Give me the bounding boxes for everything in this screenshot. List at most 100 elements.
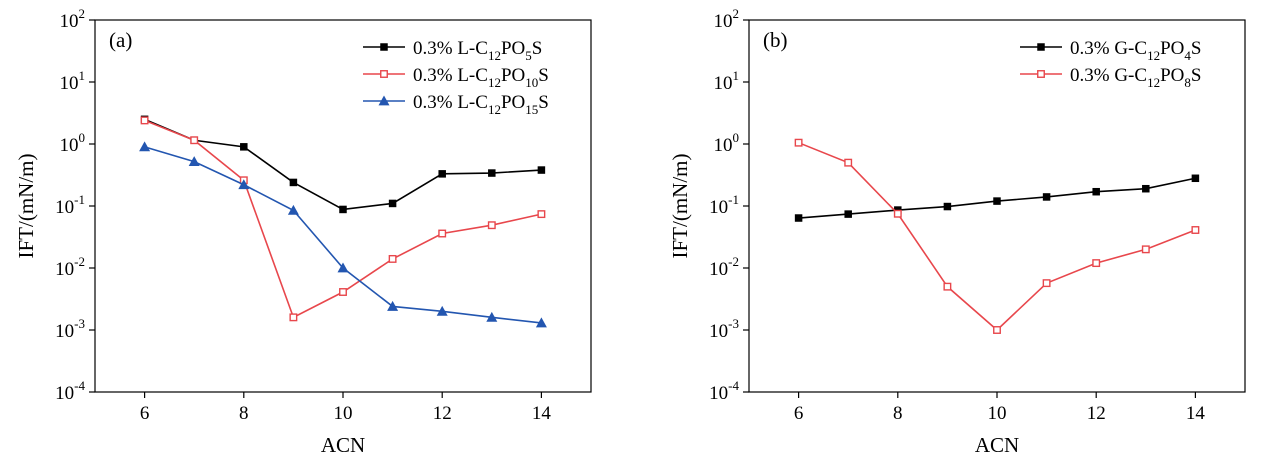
series-line — [144, 118, 542, 211]
y-tick-exponent: 0 — [79, 130, 86, 145]
legend-item: 0.3% L-C12PO5S — [363, 38, 542, 63]
legend-swatch-marker — [380, 43, 388, 51]
legend-label-subscript: 4 — [1184, 48, 1191, 63]
legend-item: 0.3% L-C12PO10S — [363, 65, 549, 90]
series-1 — [794, 174, 1200, 222]
legend-item: 0.3% L-C12PO15S — [363, 92, 549, 117]
data-point — [1042, 193, 1051, 201]
data-point — [438, 229, 447, 238]
legend-label: 0.3% G-C12PO8S — [1070, 65, 1201, 90]
x-tick-label: 14 — [532, 403, 552, 424]
legend-label-part: S — [532, 38, 543, 59]
legend-label-part: 0.3% G-C — [1070, 38, 1147, 59]
legend-swatch-marker — [380, 70, 388, 78]
y-tick-label: 10-1 — [55, 192, 85, 218]
legend-label-part: PO — [501, 38, 525, 59]
data-point — [139, 141, 151, 152]
data-point — [1141, 245, 1150, 254]
data-point — [339, 288, 347, 296]
data-point — [794, 138, 803, 147]
y-axis-title: IFT/(mN/m) — [14, 154, 38, 259]
y-tick-label: 10-3 — [709, 316, 739, 342]
x-tick-label: 10 — [988, 403, 1007, 424]
legend-item: 0.3% G-C12PO4S — [1020, 38, 1201, 63]
data-point — [388, 254, 397, 263]
y-tick-base: 10 — [709, 197, 728, 218]
y-tick-base: 10 — [60, 11, 79, 32]
y-tick-label: 10-3 — [55, 316, 85, 342]
data-point — [289, 178, 298, 187]
legend-label-part: PO — [1160, 38, 1184, 59]
y-tick-base: 10 — [709, 383, 728, 404]
y-tick-base: 10 — [55, 197, 74, 218]
legend-label-part: S — [1191, 65, 1202, 86]
legend-label-part: 0.3% L-C — [413, 65, 488, 86]
y-tick-label: 100 — [60, 130, 86, 156]
legend-label-part: 0.3% L-C — [413, 38, 488, 59]
x-tick-label: 14 — [1186, 403, 1206, 424]
data-point — [488, 169, 496, 177]
data-point — [535, 317, 547, 328]
legend-swatch-marker — [1037, 43, 1045, 51]
legend-label-part: 0.3% G-C — [1070, 65, 1147, 86]
y-tick-label: 101 — [714, 68, 740, 94]
data-point — [794, 214, 803, 222]
data-point — [486, 311, 498, 322]
x-tick-label: 6 — [140, 403, 150, 424]
data-point — [289, 313, 298, 322]
y-tick-exponent: -4 — [728, 378, 739, 393]
series-3 — [139, 141, 547, 328]
series-line — [798, 141, 1196, 332]
data-point — [387, 300, 399, 311]
y-tick-exponent: 2 — [733, 6, 740, 21]
y-tick-label: 10-2 — [55, 254, 85, 280]
y-tick-base: 10 — [714, 135, 733, 156]
data-point — [844, 158, 853, 167]
legend-label-subscript: 5 — [525, 48, 532, 63]
y-tick-base: 10 — [55, 321, 74, 342]
x-tick-label: 6 — [794, 403, 804, 424]
y-tick-exponent: -1 — [74, 192, 85, 207]
y-tick-exponent: 2 — [79, 6, 86, 21]
legend-label-part: PO — [501, 65, 525, 86]
y-tick-label: 100 — [714, 130, 740, 156]
legend-label-part: PO — [501, 92, 525, 113]
legend-label: 0.3% G-C12PO4S — [1070, 38, 1201, 63]
legend-label-subscript: 12 — [488, 48, 501, 63]
y-tick-exponent: -1 — [728, 192, 739, 207]
data-point — [190, 136, 199, 145]
data-point — [388, 199, 397, 208]
data-point — [339, 205, 347, 214]
data-point — [537, 210, 546, 219]
data-point — [993, 197, 1001, 205]
x-tick-label: 10 — [334, 403, 353, 424]
y-tick-exponent: 0 — [733, 130, 740, 145]
data-point — [893, 209, 902, 218]
x-tick-label: 8 — [239, 403, 249, 424]
y-tick-exponent: -2 — [74, 254, 85, 269]
panel-label: (a) — [109, 28, 132, 52]
y-tick-base: 10 — [714, 73, 733, 94]
y-tick-label: 10-4 — [55, 378, 85, 404]
data-point — [993, 326, 1001, 334]
data-point — [1142, 184, 1150, 193]
legend-label-subscript: 8 — [1184, 75, 1191, 90]
y-tick-label: 101 — [60, 68, 86, 94]
chart-panel-a: 6 8 10 12 1410210110010-110-210-310-4ACNIFT/… — [14, 6, 592, 457]
legend-label-subscript: 15 — [525, 102, 538, 117]
y-tick-base: 10 — [55, 259, 74, 280]
legend-label-part: S — [538, 65, 549, 86]
legend-label: 0.3% L-C12PO5S — [413, 38, 542, 63]
legend-label-part: S — [538, 92, 549, 113]
data-point — [337, 262, 349, 273]
y-tick-exponent: -2 — [728, 254, 739, 269]
y-tick-exponent: -3 — [74, 316, 85, 331]
series-2 — [140, 116, 546, 322]
y-tick-base: 10 — [55, 383, 74, 404]
legend-label-subscript: 12 — [488, 75, 501, 90]
x-tick-label: 12 — [1087, 403, 1106, 424]
data-point — [436, 305, 448, 316]
data-point — [140, 116, 149, 125]
